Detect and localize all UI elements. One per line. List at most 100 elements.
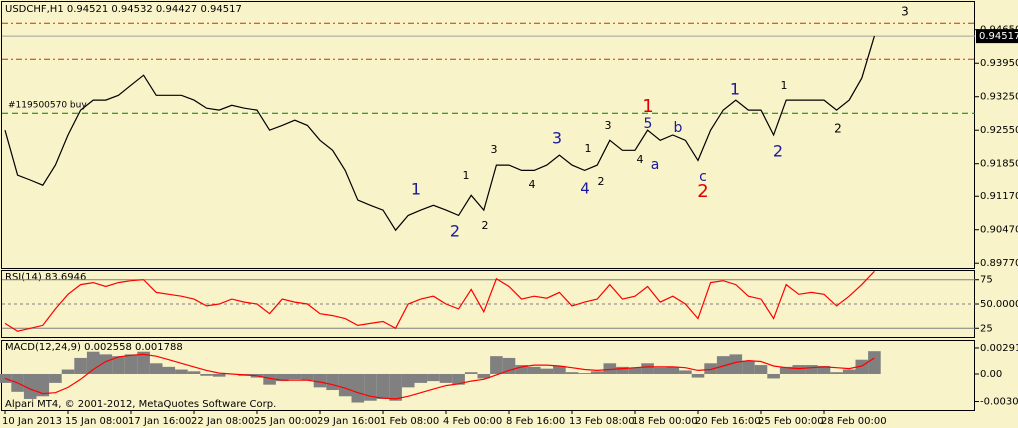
series-line bbox=[4, 35, 875, 232]
histogram-bar bbox=[628, 367, 642, 374]
histogram-bar bbox=[61, 369, 75, 374]
histogram-bar bbox=[36, 373, 50, 397]
histogram-bar bbox=[830, 372, 843, 374]
histogram-bar bbox=[666, 366, 680, 374]
histogram-bar bbox=[779, 366, 793, 374]
rsi-title: RSI(14) 83.6946 bbox=[5, 272, 86, 283]
wave-label: 4 bbox=[637, 153, 644, 166]
wave-label: 3 bbox=[605, 119, 612, 132]
histogram-bar bbox=[490, 356, 503, 374]
histogram-bar bbox=[49, 373, 62, 383]
histogram-bar bbox=[578, 373, 591, 374]
histogram-bar bbox=[338, 373, 352, 397]
histogram-bar bbox=[817, 365, 831, 374]
x-tick-label: 20 Feb 16:00 bbox=[695, 416, 761, 427]
histogram-bar bbox=[590, 371, 604, 374]
x-tick-label: 29 Jan 16:00 bbox=[317, 416, 380, 427]
histogram-bar bbox=[653, 367, 667, 374]
histogram-bar bbox=[389, 373, 402, 401]
histogram-bar bbox=[288, 373, 302, 380]
y-tick-label: 75 bbox=[980, 275, 993, 286]
y-tick-label: 0.89770 bbox=[980, 258, 1018, 269]
macd-title: MACD(12,24,9) 0.002558 0.001788 bbox=[5, 342, 183, 353]
last-price-box bbox=[976, 29, 1018, 44]
wave-label: 2 bbox=[773, 142, 783, 161]
histogram-bar bbox=[767, 373, 780, 379]
histogram-bar bbox=[187, 371, 201, 374]
histogram-bar bbox=[515, 365, 528, 374]
wave-label: c bbox=[699, 169, 707, 185]
histogram-bar bbox=[716, 356, 730, 374]
histogram-bar bbox=[162, 366, 176, 374]
wave-label: 2 bbox=[482, 219, 489, 232]
wave-label: 1 bbox=[463, 169, 470, 182]
x-tick-label: 25 Jan 00:00 bbox=[254, 416, 317, 427]
y-tick-label: 0.92550 bbox=[980, 125, 1018, 136]
x-tick-label: 22 Jan 08:00 bbox=[191, 416, 254, 427]
x-tick-label: 8 Feb 16:00 bbox=[506, 416, 565, 427]
histogram-bar bbox=[452, 373, 465, 385]
x-tick-label: 10 Jan 2013 bbox=[2, 416, 62, 427]
histogram-bar bbox=[99, 354, 113, 374]
y-tick-label: 0.91170 bbox=[980, 191, 1018, 202]
histogram-bar bbox=[565, 372, 579, 374]
histogram-bar bbox=[74, 357, 87, 374]
x-tick-label: 25 Feb 00:00 bbox=[758, 416, 824, 427]
histogram-bar bbox=[464, 372, 478, 374]
wave-label: 2 bbox=[697, 181, 708, 202]
histogram-bar bbox=[553, 365, 566, 374]
wave-label: 3 bbox=[491, 143, 498, 156]
histogram-bar bbox=[376, 373, 390, 399]
y-tick-label: 50.0000 bbox=[980, 299, 1018, 310]
y-tick-label: 0.90470 bbox=[980, 225, 1018, 236]
wave-label: 3 bbox=[901, 5, 909, 19]
wave-label: 1 bbox=[781, 79, 788, 92]
histogram-bar bbox=[427, 373, 440, 382]
x-tick-label: 15 Jan 08:00 bbox=[65, 416, 128, 427]
y-tick-label: 0.00 bbox=[980, 369, 1002, 380]
histogram-bar bbox=[754, 365, 768, 374]
histogram-bar bbox=[616, 366, 629, 374]
histogram-bar bbox=[175, 369, 188, 374]
histogram-bar bbox=[200, 373, 213, 376]
histogram-bar bbox=[313, 373, 327, 388]
histogram-bar bbox=[729, 354, 743, 374]
wave-label: 5 bbox=[644, 116, 653, 132]
wave-label: 1 bbox=[730, 80, 740, 99]
wave-label: 4 bbox=[580, 180, 590, 198]
histogram-bar bbox=[439, 373, 453, 383]
wave-label: 1 bbox=[585, 142, 592, 155]
y-tick-label: 0.93250 bbox=[980, 92, 1018, 103]
y-tick-label: 0.91850 bbox=[980, 159, 1018, 170]
histogram-bar bbox=[301, 373, 314, 381]
histogram-bar bbox=[691, 373, 705, 378]
x-tick-label: 4 Feb 00:00 bbox=[443, 416, 502, 427]
wave-label: 1 bbox=[642, 96, 653, 117]
histogram-bar bbox=[149, 363, 163, 374]
histogram-bar bbox=[86, 351, 100, 374]
histogram-bar bbox=[414, 373, 428, 383]
histogram-bar bbox=[212, 373, 226, 377]
wave-label: a bbox=[651, 157, 660, 173]
y-tick-label: 0.93950 bbox=[980, 58, 1018, 69]
histogram-bar bbox=[868, 351, 881, 374]
price-title: USDCHF,H1 0.94521 0.94532 0.94427 0.9451… bbox=[5, 4, 242, 15]
wave-label: 1 bbox=[411, 180, 421, 199]
y-tick-label: 25 bbox=[980, 323, 993, 334]
histogram-bar bbox=[679, 370, 692, 374]
x-tick-label: 13 Feb 08:00 bbox=[569, 416, 635, 427]
histogram-bar bbox=[855, 359, 869, 374]
order-label: #119500570 buy bbox=[8, 101, 87, 111]
x-tick-label: 1 Feb 08:00 bbox=[380, 416, 439, 427]
histogram-bar bbox=[641, 363, 654, 374]
last-price-label: 0.94517 bbox=[979, 31, 1018, 42]
wave-label: b bbox=[674, 120, 683, 136]
wave-label: 2 bbox=[450, 222, 460, 241]
histogram-bar bbox=[603, 363, 617, 374]
wave-label: 3 bbox=[552, 129, 562, 148]
histogram-bar bbox=[527, 366, 541, 374]
x-tick-label: 18 Feb 00:00 bbox=[632, 416, 698, 427]
